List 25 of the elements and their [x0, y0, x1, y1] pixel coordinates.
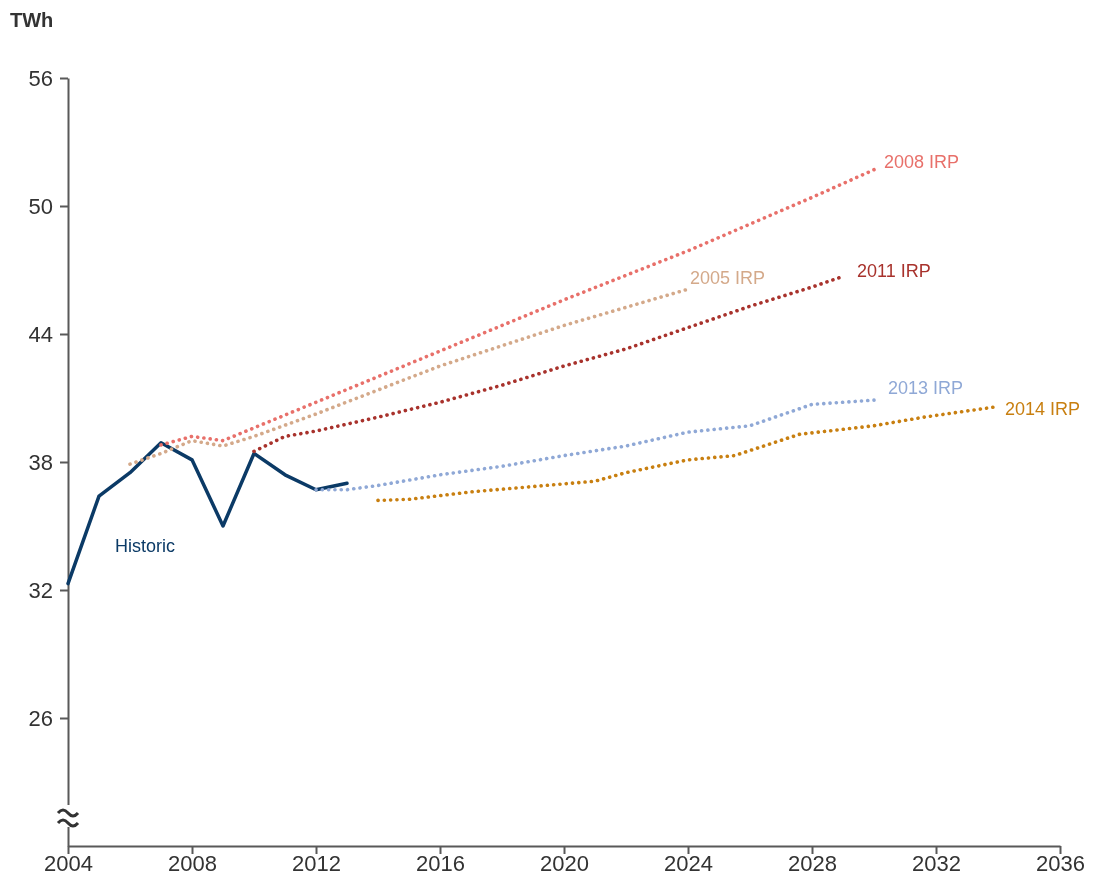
y-axis-title: TWh — [10, 9, 54, 31]
series-label: 2008 IRP — [884, 152, 960, 173]
y-tick-label: 44 — [28, 321, 53, 347]
x-tick-label: 2004 — [44, 851, 93, 876]
line-series — [314, 398, 876, 492]
y-tick-label: 38 — [28, 449, 53, 475]
y-tick-label: 56 — [28, 65, 53, 91]
y-tick-label: 50 — [28, 193, 53, 219]
line-series — [128, 287, 690, 466]
x-tick-label: 2032 — [912, 851, 961, 876]
x-tick-label: 2020 — [540, 851, 589, 876]
x-tick-label: 2008 — [168, 851, 217, 876]
x-tick-label: 2036 — [1036, 851, 1085, 876]
line-series — [66, 441, 349, 586]
x-tick-label: 2024 — [664, 851, 713, 876]
series-label: 2011 IRP — [857, 260, 931, 281]
series-label: 2013 IRP — [888, 378, 964, 399]
series-label: Historic — [115, 535, 176, 556]
y-tick-label: 32 — [28, 577, 53, 603]
y-tick-label: 26 — [28, 705, 53, 731]
x-tick-label: 2016 — [416, 851, 465, 876]
x-tick-label: 2012 — [292, 851, 341, 876]
x-tick-label: 2028 — [788, 851, 837, 876]
series-label: 2005 IRP — [690, 267, 766, 288]
series-label: 2014 IRP — [1005, 398, 1081, 419]
